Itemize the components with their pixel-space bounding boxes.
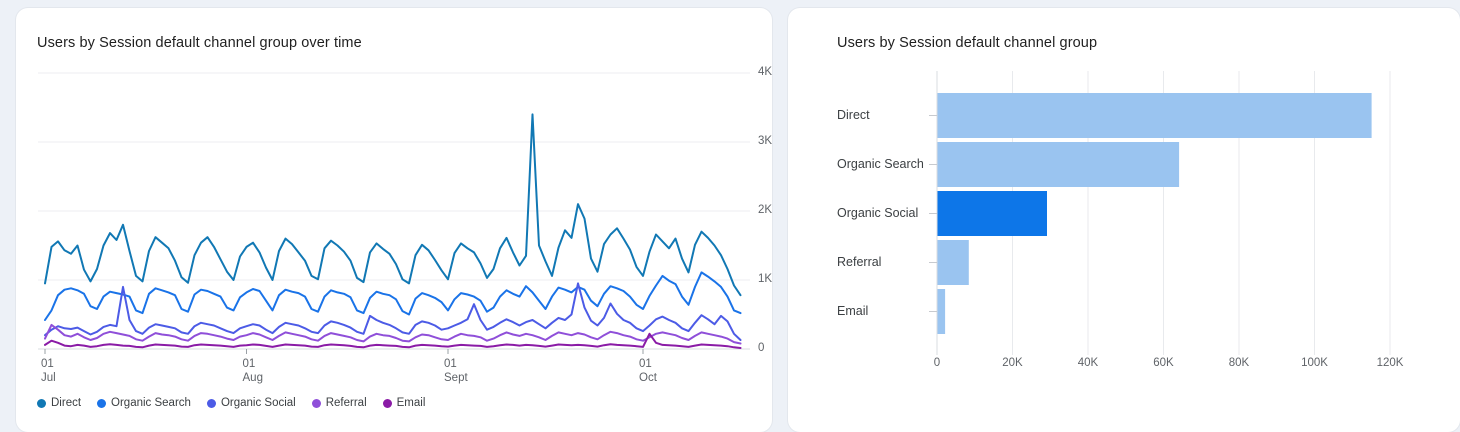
legend-label: Direct (51, 397, 82, 409)
x-tick-label-0: 0 (934, 357, 940, 369)
bar-chart-title: Users by Session default channel group (837, 35, 1098, 51)
legend-item-email: Email (382, 397, 426, 409)
line-chart-legend: Direct Organic Search Organic Social Ref… (37, 397, 425, 409)
y-tick-label: 3K (758, 135, 773, 147)
x-tick-label-100K: 100K (1301, 357, 1328, 369)
bar-category-label-organic-search: Organic Search (837, 156, 924, 171)
x-tick-label-60K: 60K (1153, 357, 1174, 369)
legend-dot-email-icon (382, 398, 392, 408)
bar-direct[interactable] (937, 93, 1372, 138)
bar-category-label-organic-social: Organic Social (837, 205, 919, 220)
legend-label: Organic Social (220, 397, 296, 409)
legend-item-organic-social: Organic Social (206, 397, 296, 409)
line-chart-canvas[interactable] (38, 65, 750, 355)
legend-label: Email (396, 397, 426, 409)
line-series-direct (44, 113, 742, 297)
legend-item-referral: Referral (311, 397, 367, 409)
x-tick-label-120K: 120K (1377, 357, 1404, 369)
bar-category-label-email: Email (837, 303, 869, 318)
legend-dot-organic-search-icon (97, 398, 107, 408)
bar-referral[interactable] (937, 240, 969, 285)
bar-email[interactable] (937, 289, 946, 334)
x-tick-label-sept: 01 Sept (444, 358, 468, 384)
line-series-referral (44, 323, 742, 345)
legend-dot-direct-icon (37, 398, 46, 408)
y-tick-label: 4K (758, 66, 773, 78)
line-series-organic-search (44, 271, 742, 321)
line-chart-title: Users by Session default channel group o… (37, 35, 362, 51)
x-tick-label-aug: 01 Aug (242, 358, 263, 384)
legend-dot-organic-social-icon (206, 398, 216, 408)
line-series-email (44, 332, 742, 349)
legend-label: Referral (325, 397, 367, 409)
legend-item-organic-search: Organic Search (97, 397, 191, 409)
bar-chart-canvas[interactable]: 0 20K 40K 60K 80K 100K 120K (788, 63, 1460, 393)
legend-label: Organic Search (111, 397, 191, 409)
bar-chart-card: Users by Session default channel group 0… (788, 8, 1460, 432)
bar-organic-social[interactable] (937, 191, 1048, 236)
legend-dot-referral-icon (311, 398, 321, 408)
x-tick-label-40K: 40K (1078, 357, 1099, 369)
x-tick-label-80K: 80K (1229, 357, 1250, 369)
line-chart-card: Users by Session default channel group o… (16, 8, 772, 432)
bar-category-label-referral: Referral (837, 254, 882, 269)
bar-category-label-direct: Direct (837, 107, 870, 122)
x-tick-label-20K: 20K (1002, 357, 1023, 369)
bar-organic-search[interactable] (937, 142, 1180, 187)
legend-item-direct: Direct (37, 397, 81, 409)
y-tick-label: 2K (758, 204, 773, 216)
x-tick-label-oct: 01 Oct (639, 358, 657, 384)
y-tick-label: 1K (758, 273, 773, 285)
y-tick-label: 0 (758, 342, 765, 354)
line-series-organic-social (44, 282, 742, 341)
x-tick-label-jul: 01 Jul (41, 358, 56, 384)
